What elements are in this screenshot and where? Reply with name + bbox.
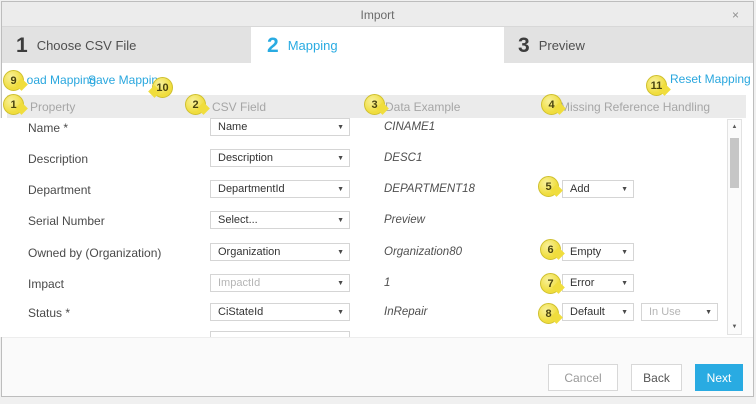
data-example: 1 (384, 277, 391, 289)
close-icon[interactable]: × (731, 8, 739, 22)
property-label: Department (28, 183, 91, 197)
back-button[interactable]: Back (631, 364, 682, 391)
chevron-down-icon: ▼ (621, 249, 628, 256)
tab-preview[interactable]: 3 Preview (504, 27, 753, 63)
data-example: Organization80 (384, 246, 462, 258)
callout-9: 9 (3, 70, 24, 91)
step-number: 3 (518, 33, 530, 57)
callout-4: 4 (541, 94, 562, 115)
chevron-down-icon: ▼ (621, 280, 628, 287)
property-label: Serial Number (28, 214, 105, 228)
chevron-down-icon: ▼ (621, 309, 628, 316)
tab-choose-csv-file[interactable]: 1 Choose CSV File (2, 27, 251, 63)
csv-field-select[interactable]: Select... ▼ (210, 211, 350, 229)
chevron-down-icon: ▼ (621, 186, 628, 193)
wizard-steps: 1 Choose CSV File 2 Mapping 3 Preview (2, 27, 753, 63)
header-missing-reference: Missing Reference Handling (560, 100, 711, 114)
step-label: Mapping (287, 37, 338, 53)
chevron-down-icon: ▼ (337, 280, 344, 287)
csv-field-select[interactable]: CiStateId ▼ (210, 303, 350, 321)
mapping-table-body: Name * Name ▼ CINAME1 Description Descrip… (0, 118, 746, 337)
csv-field-select[interactable]: Name ▼ (210, 118, 350, 136)
csv-field-select[interactable]: Description ▼ (210, 149, 350, 167)
header-csv-field: CSV Field (212, 100, 267, 114)
dialog-footer: Cancel Back Next (2, 337, 753, 396)
data-example: InRepair (384, 306, 428, 318)
cancel-button[interactable]: Cancel (548, 364, 618, 391)
property-label: Status * (28, 306, 71, 320)
scroll-up-icon[interactable]: ▲ (731, 124, 738, 130)
csv-field-select[interactable]: DepartmentId ▼ (210, 180, 350, 198)
callout-3: 3 (364, 94, 385, 115)
callout-5: 5 (538, 176, 559, 197)
csv-field-select[interactable] (210, 331, 350, 337)
callout-8: 8 (538, 303, 559, 324)
tab-mapping[interactable]: 2 Mapping (253, 27, 502, 63)
vertical-scrollbar[interactable]: ▲ ▼ (727, 119, 742, 335)
missing-reference-select[interactable]: Error ▼ (562, 274, 634, 292)
chevron-down-icon: ▼ (337, 309, 344, 316)
callout-7: 7 (540, 273, 561, 294)
csv-field-select[interactable]: Organization ▼ (210, 243, 350, 261)
chevron-down-icon: ▼ (337, 124, 344, 131)
chevron-down-icon: ▼ (337, 186, 344, 193)
chevron-down-icon: ▼ (705, 309, 712, 316)
step-label: Choose CSV File (36, 37, 137, 53)
chevron-down-icon: ▼ (337, 217, 344, 224)
callout-1: 1 (3, 94, 24, 115)
callout-2: 2 (185, 94, 206, 115)
next-button[interactable]: Next (695, 364, 743, 391)
missing-reference-select[interactable]: Default ▼ (562, 303, 634, 321)
reset-mapping-link[interactable]: Reset Mapping (670, 72, 751, 86)
default-value-select[interactable]: In Use ▼ (641, 303, 718, 321)
load-mapping-link[interactable]: Load Mapping (20, 73, 97, 87)
property-label: Owned by (Organization) (28, 246, 162, 260)
missing-reference-select[interactable]: Add ▼ (562, 180, 634, 198)
missing-reference-select[interactable]: Empty ▼ (562, 243, 634, 261)
property-label: Description (28, 152, 89, 166)
property-label: Name * (28, 121, 69, 135)
scrollbar-thumb[interactable] (730, 138, 739, 188)
data-example: CINAME1 (384, 121, 436, 133)
header-property: Property (30, 100, 76, 114)
callout-6: 6 (540, 239, 561, 260)
callout-10: 10 (152, 77, 173, 98)
data-example: Preview (384, 214, 425, 226)
csv-field-select[interactable]: ImpactId ▼ (210, 274, 350, 292)
dialog-titlebar: Import × (2, 2, 753, 27)
scroll-down-icon[interactable]: ▼ (731, 324, 738, 330)
data-example: DEPARTMENT18 (384, 183, 475, 195)
callout-11: 11 (646, 75, 667, 96)
data-example: DESC1 (384, 152, 423, 164)
chevron-down-icon: ▼ (337, 155, 344, 162)
chevron-down-icon: ▼ (337, 249, 344, 256)
dialog-title: Import (360, 8, 395, 22)
save-mapping-link[interactable]: Save Mapping (88, 73, 165, 87)
step-number: 2 (267, 33, 279, 57)
step-label: Preview (538, 37, 585, 53)
step-number: 1 (16, 33, 28, 57)
property-label: Impact (28, 277, 65, 291)
header-data-example: Data Example (385, 100, 461, 114)
